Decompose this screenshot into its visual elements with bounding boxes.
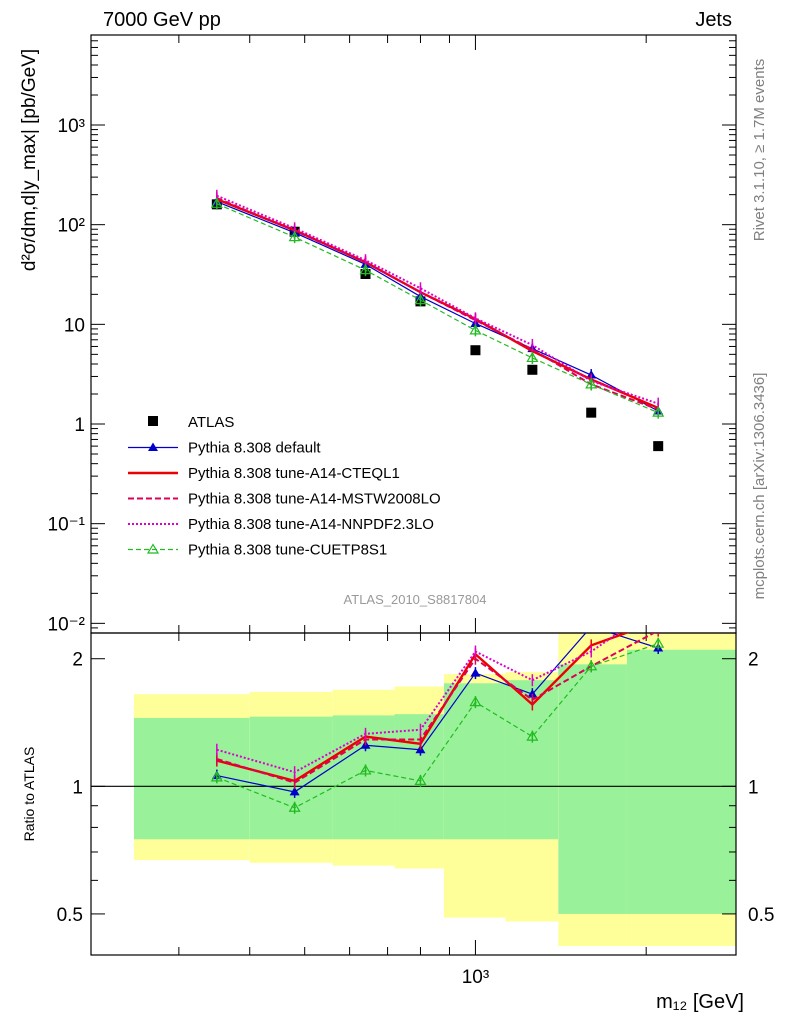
default-marker xyxy=(148,442,158,451)
legend-label-mstw: Pythia 8.308 tune-A14-MSTW2008LO xyxy=(188,491,441,508)
ratio-plot-frame xyxy=(90,632,737,956)
cuetp8s1-marker xyxy=(288,801,301,812)
band-green xyxy=(558,664,627,914)
cuetp8s1-marker xyxy=(469,324,482,335)
y-tick-label: 10 xyxy=(64,315,85,336)
legend-label-nnpdf: Pythia 8.308 tune-A14-NNPDF2.3LO xyxy=(188,516,434,533)
atlas-marker xyxy=(527,364,538,375)
x-axis-label: m₁₂ [GeV] xyxy=(656,991,744,1013)
cuetp8s1-marker xyxy=(210,771,223,782)
ratio-line-cteql1 xyxy=(216,633,630,783)
analysis-id-label: ATLAS_2010_S8817804 xyxy=(344,592,487,607)
band-green xyxy=(332,715,395,840)
main-y-axis-label: d²σ/dm,d|y_max| [pb/GeV] xyxy=(19,49,40,271)
legend-label-atlas: ATLAS xyxy=(188,414,234,431)
cuetp8s1-marker xyxy=(526,351,539,363)
atlas-marker xyxy=(470,345,481,356)
ratio-y-tick-label: 1 xyxy=(72,777,83,798)
cuetp8s1-marker xyxy=(526,730,539,741)
band-green xyxy=(394,714,444,840)
y-tick-label: 10³ xyxy=(58,116,85,137)
band-green xyxy=(626,649,736,914)
band-green xyxy=(249,716,333,840)
cuetp8s1-marker xyxy=(585,378,598,389)
cuetp8s1-marker xyxy=(359,263,372,275)
ratio-y-tick-label-right: 1 xyxy=(748,777,759,798)
ratio-y-tick-label-right: 2 xyxy=(748,650,759,671)
side-label-mcplots: mcplots.cern.ch [arXiv:1306.3436] xyxy=(751,373,768,600)
header-process-label: Jets xyxy=(695,9,732,31)
ratio-y-axis-label: Ratio to ATLAS xyxy=(21,747,37,842)
main-axis-ticks: 10⁻² 10⁻¹ 1 10 10² 10³ xyxy=(48,35,736,635)
x-tick-label: 10³ xyxy=(462,967,489,988)
cuetp8s1-marker xyxy=(210,197,223,208)
ratio-axis-ticks: 0.5 0.5 1 1 2 2 10³ xyxy=(57,633,774,988)
legend-marker-atlas xyxy=(148,416,158,426)
legend-label-cteql1: Pythia 8.308 tune-A14-CTEQL1 xyxy=(188,465,400,482)
y-tick-label: 10⁻¹ xyxy=(48,515,86,536)
legend: ATLAS Pythia 8.308 default Pythia 8.308 tu… xyxy=(128,414,441,559)
ratio-line-mstw xyxy=(216,633,656,784)
default-marker xyxy=(470,668,481,677)
ratio-y-tick-label-right: 0.5 xyxy=(748,905,774,926)
ratio-y-tick-label: 0.5 xyxy=(57,905,83,926)
cuetp8s1-marker xyxy=(652,406,665,417)
cuetp8s1-marker xyxy=(414,293,427,305)
default-marker xyxy=(289,786,300,796)
y-tick-label: 10² xyxy=(58,216,85,237)
main-series-layer xyxy=(210,189,665,452)
cuetp8s1-marker xyxy=(585,660,598,671)
atlas-marker xyxy=(653,441,664,452)
cuetp8s1-marker xyxy=(288,230,301,242)
default-marker xyxy=(527,689,538,698)
atlas-marker xyxy=(586,407,597,418)
side-label-rivet: Rivet 3.1.10, ≥ 1.7M events xyxy=(751,59,768,242)
y-tick-label: 10⁻² xyxy=(48,614,86,635)
ratio-uncertainty-bands xyxy=(133,633,736,955)
cuetp8s1-marker xyxy=(469,695,482,707)
main-line-cuetp8s1 xyxy=(216,203,659,414)
main-line-default xyxy=(216,201,659,412)
ratio-line-default xyxy=(216,633,659,793)
cuetp8s1-marker xyxy=(414,774,427,785)
cuetp8s1-marker xyxy=(652,637,665,648)
main-line-nnpdf xyxy=(216,194,659,405)
legend-label-default: Pythia 8.308 default xyxy=(188,440,321,457)
cuetp8s1-marker xyxy=(359,764,372,775)
band-green xyxy=(443,683,506,840)
main-line-mstw xyxy=(216,197,659,411)
ratio-y-tick-label: 2 xyxy=(72,650,83,671)
y-tick-label: 1 xyxy=(74,415,85,436)
legend-label-cuetp8s1: Pythia 8.308 tune-CUETP8S1 xyxy=(188,542,387,559)
cuetp8s1-marker xyxy=(146,543,160,554)
ratio-line-nnpdf xyxy=(216,633,620,774)
ratio-series-layer xyxy=(210,633,665,814)
ratio-line-cuetp8s1 xyxy=(216,643,659,809)
header-beam-label: 7000 GeV pp xyxy=(103,9,221,31)
